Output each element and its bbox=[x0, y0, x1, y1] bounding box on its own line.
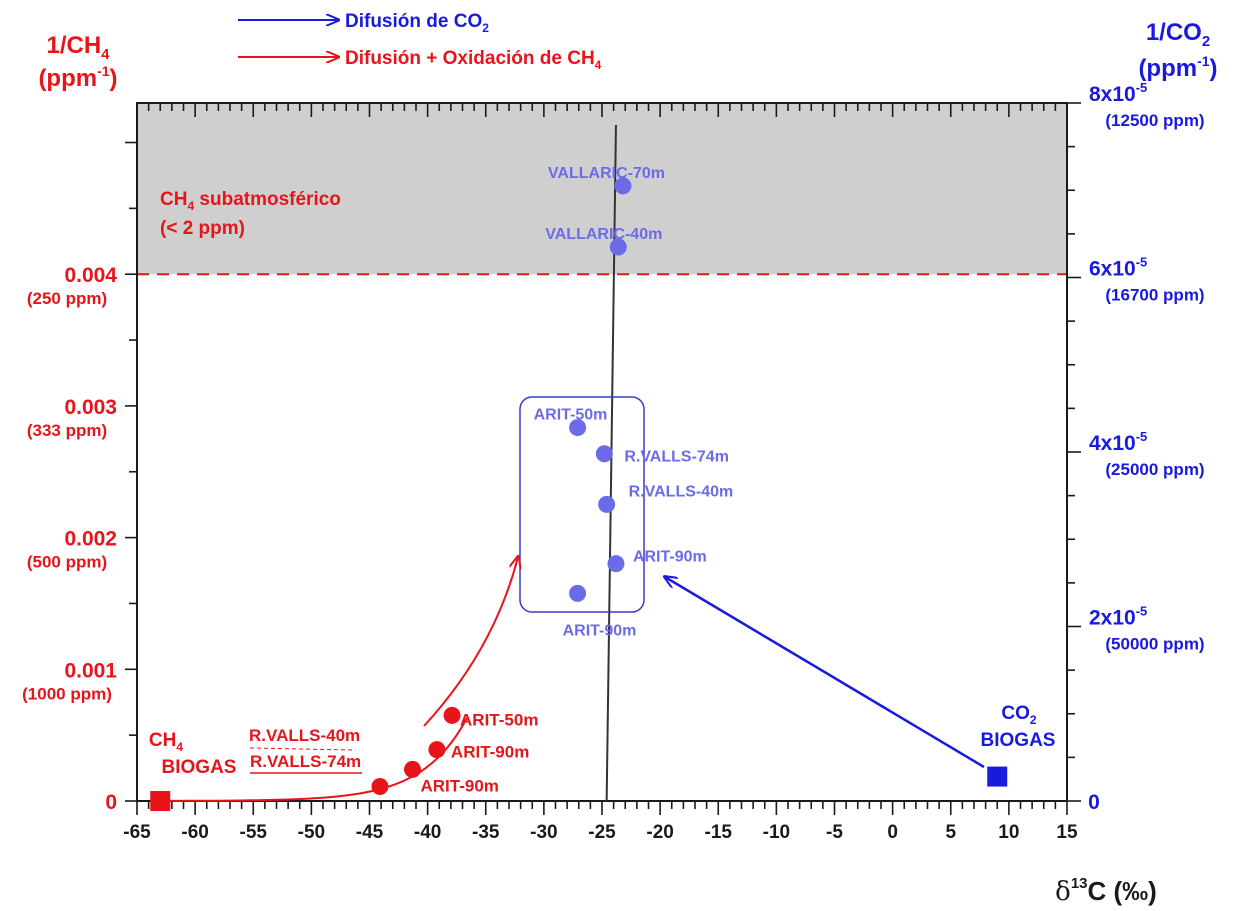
x-tick-label: -10 bbox=[763, 822, 790, 843]
right-axis-tick-labels: 0 2x10-5 (50000 ppm) 4x10-5 (25000 ppm) 6x10-… bbox=[1088, 80, 1204, 814]
ch4-point bbox=[443, 706, 461, 724]
x-tick-label: -35 bbox=[472, 822, 500, 843]
left-tick-sublabel: (1000 ppm) bbox=[22, 684, 112, 703]
rvalls-leader bbox=[249, 747, 353, 751]
x-tick-label: -40 bbox=[414, 822, 441, 843]
subatmospheric-sublabel: (< 2 ppm) bbox=[160, 218, 245, 239]
ch4-point-labels: ARIT-90m ARIT-90m ARIT-50m bbox=[421, 710, 539, 795]
right-tick-sublabel: (25000 ppm) bbox=[1105, 460, 1204, 479]
legend-co2-label: Difusión de CO2 bbox=[345, 11, 489, 35]
ch4-points bbox=[371, 706, 461, 796]
co2-point-label: ARIT-90m bbox=[633, 549, 707, 566]
co2-point bbox=[609, 238, 627, 256]
right-axis-ticks bbox=[1067, 102, 1081, 802]
co2-point-label: R.VALLS-40m bbox=[629, 483, 734, 500]
co2-point-label: VALLARIC-40m bbox=[545, 226, 662, 243]
co2-biogas-label: CO2 bbox=[1001, 703, 1037, 727]
x-tick-label: -25 bbox=[588, 822, 616, 843]
left-tick-label: 0.002 bbox=[64, 528, 117, 551]
reference-line bbox=[605, 124, 617, 802]
left-tick-label: 0.001 bbox=[64, 659, 117, 682]
co2-group-box bbox=[519, 396, 645, 613]
ch4-label-rvalls-74: R.VALLS-74m bbox=[250, 752, 361, 771]
right-tick-sublabel: (16700 ppm) bbox=[1105, 286, 1204, 305]
left-tick-sublabel: (333 ppm) bbox=[27, 421, 107, 440]
left-axis-ticks bbox=[125, 141, 137, 802]
co2-mixing-arrow bbox=[665, 577, 985, 769]
co2-point bbox=[595, 445, 613, 463]
co2-point bbox=[569, 584, 587, 602]
ch4-point bbox=[428, 741, 446, 759]
x-tick-label: -65 bbox=[123, 822, 151, 843]
ch4-point-label: ARIT-50m bbox=[460, 710, 538, 729]
left-axis-units: (ppm-1) bbox=[38, 63, 117, 92]
ch4-biogas-label: CH4 bbox=[149, 730, 183, 754]
x-axis-tick-labels: -65 -60 -55 -50 -45 -40 -35 -30 -25 -20 -15 -10 -5 0 5… bbox=[123, 822, 1078, 843]
x-tick-label: -45 bbox=[356, 822, 384, 843]
right-tick-label: 6x10-5 bbox=[1089, 255, 1147, 281]
left-tick-label: 0 bbox=[105, 791, 117, 814]
left-tick-sublabel: (250 ppm) bbox=[27, 289, 107, 308]
x-tick-label: 0 bbox=[887, 822, 898, 843]
right-axis-units: (ppm-1) bbox=[1138, 53, 1217, 82]
x-tick-label: 10 bbox=[998, 822, 1019, 843]
ch4-trend-arrow bbox=[423, 557, 518, 727]
co2-point-label: ARIT-50m bbox=[534, 407, 608, 424]
co2-point-labels: VALLARIC-70m VALLARIC-40m ARIT-50m R.VALLS-… bbox=[534, 165, 734, 639]
ch4-biogas-marker bbox=[150, 791, 171, 811]
subatmospheric-region bbox=[137, 103, 1067, 275]
subatmospheric-label: CH4 subatmosférico bbox=[160, 189, 341, 213]
right-tick-sublabel: (12500 ppm) bbox=[1105, 111, 1204, 130]
right-axis-title: 1/CO2 bbox=[1146, 19, 1210, 50]
co2-biogas-sublabel: BIOGAS bbox=[981, 730, 1056, 751]
right-tick-label: 4x10-5 bbox=[1089, 429, 1147, 455]
right-tick-label: 0 bbox=[1088, 791, 1100, 814]
x-tick-label: -60 bbox=[181, 822, 208, 843]
ch4-point bbox=[371, 778, 389, 796]
co2-point-label: ARIT-90m bbox=[563, 622, 637, 639]
right-tick-label: 8x10-5 bbox=[1089, 80, 1147, 106]
left-tick-label: 0.004 bbox=[64, 264, 117, 287]
co2-point bbox=[607, 555, 625, 573]
x-axis-title: δ13C (‰) bbox=[1055, 875, 1157, 907]
x-tick-label: 5 bbox=[945, 822, 956, 843]
co2-points bbox=[569, 177, 632, 602]
ch4-biogas-sublabel: BIOGAS bbox=[162, 757, 237, 778]
ch4-point-label: ARIT-90m bbox=[421, 776, 499, 795]
co2-biogas-marker bbox=[987, 766, 1008, 787]
x-axis-ticks bbox=[136, 103, 1068, 815]
left-axis-title: 1/CH4 bbox=[46, 32, 110, 63]
right-tick-label: 2x10-5 bbox=[1089, 604, 1147, 630]
co2-point bbox=[614, 177, 632, 195]
ch4-point-label: ARIT-90m bbox=[451, 743, 529, 762]
ch4-label-rvalls-40: R.VALLS-40m bbox=[249, 726, 360, 745]
right-tick-sublabel: (50000 ppm) bbox=[1105, 635, 1204, 654]
left-tick-label: 0.003 bbox=[64, 396, 117, 419]
x-tick-label: -20 bbox=[646, 822, 673, 843]
co2-point bbox=[569, 419, 587, 437]
left-tick-sublabel: (500 ppm) bbox=[27, 553, 107, 572]
co2-point bbox=[598, 495, 616, 513]
co2-point-label: VALLARIC-70m bbox=[548, 165, 665, 182]
ch4-point bbox=[404, 760, 422, 778]
co2-point-label: R.VALLS-74m bbox=[624, 449, 729, 466]
x-tick-label: -30 bbox=[530, 822, 557, 843]
x-tick-label: -5 bbox=[826, 822, 843, 843]
x-tick-label: -55 bbox=[240, 822, 268, 843]
left-axis-tick-labels: 0 0.001 (1000 ppm) 0.002 (500 ppm) 0.003 (333 … bbox=[22, 264, 117, 814]
x-tick-label: 15 bbox=[1056, 822, 1078, 843]
legend-ch4-label: Difusión + Oxidación de CH4 bbox=[345, 48, 602, 72]
x-tick-label: -15 bbox=[705, 822, 733, 843]
x-tick-label: -50 bbox=[298, 822, 325, 843]
